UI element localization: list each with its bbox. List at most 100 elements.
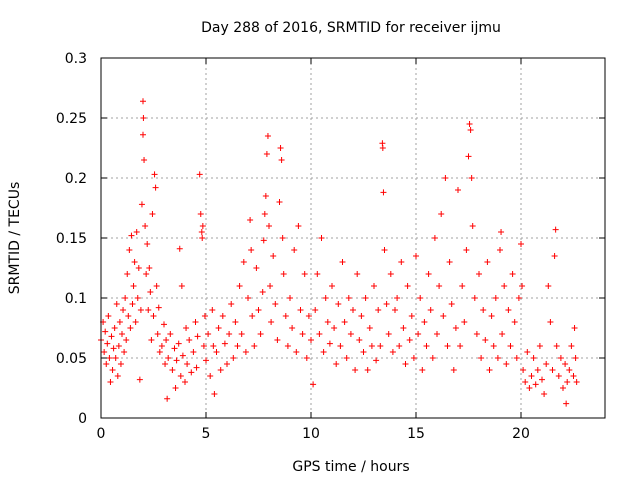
data-point	[104, 340, 111, 347]
data-point	[188, 369, 195, 376]
data-point	[127, 325, 134, 331]
data-point	[570, 373, 577, 379]
data-point	[128, 232, 135, 239]
data-point	[200, 343, 207, 349]
data-point	[339, 259, 346, 265]
data-point	[564, 379, 571, 385]
data-point	[446, 259, 453, 265]
data-point	[240, 259, 247, 265]
data-point	[154, 331, 161, 337]
data-point	[262, 193, 269, 199]
data-point	[469, 223, 476, 229]
y-axis-label: SRMTID / TECUs	[7, 182, 23, 295]
data-point	[297, 307, 304, 313]
data-point	[360, 349, 367, 355]
data-point	[448, 301, 455, 307]
data-point	[143, 271, 150, 277]
data-point	[377, 343, 384, 349]
data-point	[111, 325, 118, 331]
data-point	[169, 367, 176, 373]
data-point	[141, 157, 148, 163]
data-point	[171, 345, 178, 352]
data-point	[123, 337, 130, 343]
data-point	[381, 247, 388, 253]
data-point	[490, 343, 497, 349]
data-point	[560, 385, 566, 391]
data-point	[135, 265, 142, 271]
x-axis-label: GPS time / hours	[292, 459, 409, 475]
data-point	[352, 367, 359, 373]
data-point	[121, 349, 128, 355]
data-point	[198, 229, 205, 235]
data-point	[140, 115, 147, 121]
data-point	[459, 283, 466, 289]
data-point	[272, 301, 279, 307]
data-point	[117, 361, 124, 367]
data-point	[293, 349, 300, 355]
data-point	[280, 271, 287, 277]
data-point	[248, 247, 255, 253]
data-point	[238, 331, 245, 337]
data-point	[410, 355, 417, 361]
data-point	[528, 373, 535, 379]
data-point	[326, 340, 333, 347]
data-point	[109, 367, 116, 373]
data-point	[102, 328, 109, 335]
data-point	[245, 295, 251, 301]
y-tick-label: 0	[78, 411, 87, 427]
data-point	[103, 361, 110, 367]
data-point	[436, 283, 443, 289]
y-tick-label: 0.2	[65, 171, 87, 187]
data-point	[226, 331, 233, 337]
data-point	[536, 343, 543, 349]
data-point	[396, 343, 403, 349]
data-point	[337, 343, 344, 349]
data-point	[249, 313, 256, 319]
data-point	[147, 289, 154, 295]
y-tick-label: 0.25	[56, 111, 87, 127]
data-point	[452, 325, 459, 331]
data-point	[183, 325, 190, 331]
data-point	[205, 331, 212, 337]
data-point	[438, 211, 445, 217]
data-point	[153, 283, 160, 289]
data-point	[112, 355, 119, 361]
data-point	[101, 349, 108, 355]
data-point	[236, 283, 243, 289]
data-point	[199, 223, 206, 229]
data-point	[145, 307, 152, 313]
data-point	[291, 247, 298, 253]
y-tick-label: 0.1	[65, 291, 87, 307]
chart-title: Day 288 of 2016, SRMTID for receiver ijm…	[201, 20, 501, 36]
data-point	[124, 271, 131, 277]
data-point	[247, 217, 254, 223]
data-point	[522, 379, 529, 385]
data-point	[368, 343, 375, 349]
data-point	[301, 271, 308, 277]
data-point	[331, 325, 338, 331]
data-point	[389, 349, 396, 355]
data-point	[455, 187, 461, 193]
data-point	[482, 337, 489, 343]
data-point	[162, 361, 169, 367]
data-point	[150, 313, 157, 319]
data-point	[184, 361, 191, 367]
data-point	[114, 373, 121, 379]
data-point	[553, 343, 560, 349]
data-point	[155, 304, 162, 311]
data-point	[507, 343, 514, 349]
data-point	[356, 337, 363, 343]
data-point	[134, 295, 141, 301]
data-point	[316, 331, 323, 337]
data-point	[444, 343, 451, 349]
data-point	[398, 259, 405, 265]
data-point	[190, 349, 197, 355]
data-point	[541, 391, 548, 397]
data-point	[175, 340, 182, 347]
data-point	[194, 333, 201, 340]
axis-ticks: 0 5 10 15 20 0 0.05 0.1 0.15 0.2 0.25 0.3	[56, 51, 605, 442]
data-point	[156, 349, 163, 355]
data-point	[364, 367, 371, 373]
data-point	[279, 235, 286, 241]
